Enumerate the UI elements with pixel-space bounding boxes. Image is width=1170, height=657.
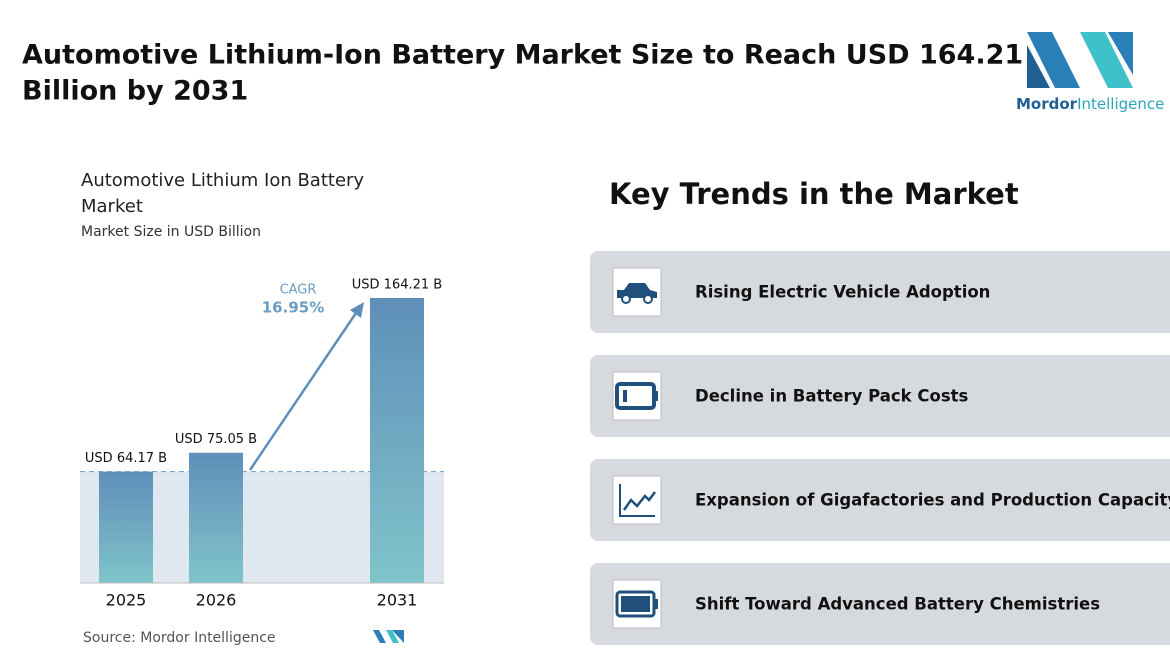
- trend-icon: [615, 590, 658, 618]
- trend-label: Shift Toward Advanced Battery Chemistrie…: [695, 595, 1100, 614]
- x-tick-label: 2025: [106, 591, 147, 610]
- trend-card: [590, 251, 1170, 333]
- bar: [99, 471, 153, 583]
- trend-icon: [615, 382, 658, 410]
- bar: [189, 452, 243, 583]
- x-tick-label: 2031: [377, 591, 418, 610]
- x-tick-label: 2026: [196, 591, 237, 610]
- icon: [654, 391, 658, 401]
- cagr-arrowhead: [350, 302, 364, 318]
- logo-text: MordorIntelligence: [1016, 95, 1164, 113]
- page-title: Automotive Lithium-Ion Battery Market Si…: [22, 40, 1023, 71]
- value-label: USD 75.05 B: [175, 432, 257, 447]
- cagr-label: CAGR: [280, 283, 317, 298]
- source: Source: Mordor Intelligence: [83, 630, 276, 646]
- icon: [623, 390, 627, 402]
- icon: [643, 294, 653, 304]
- chart-subtitle: Market Size in USD Billion: [81, 224, 261, 240]
- trend-label: Expansion of Gigafactories and Productio…: [695, 491, 1170, 510]
- icon: [621, 596, 650, 612]
- trend-label: Decline in Battery Pack Costs: [695, 387, 969, 406]
- cagr-arrow: [248, 309, 360, 471]
- trend-card: [590, 563, 1170, 645]
- icon: [621, 294, 631, 304]
- page-title: Billion by 2031: [22, 76, 248, 107]
- icon: [619, 484, 655, 517]
- value-label: USD 64.17 B: [85, 451, 167, 466]
- logo: MordorIntelligence: [1016, 32, 1164, 113]
- trends-title: Key Trends in the Market: [609, 177, 1019, 211]
- icon: [654, 599, 658, 609]
- cagr-value: 16.95%: [262, 299, 324, 317]
- bar: [370, 298, 424, 583]
- trend-card: [590, 459, 1170, 541]
- trend-icon: [617, 283, 657, 304]
- trend-label: Rising Electric Vehicle Adoption: [695, 283, 990, 302]
- value-label: USD 164.21 B: [352, 278, 442, 293]
- trend-icon: [619, 484, 656, 517]
- trend-icon-box: [612, 371, 662, 421]
- chart-title: Automotive Lithium Ion Battery: [81, 170, 364, 191]
- trend-card: [590, 355, 1170, 437]
- source-logo: [373, 630, 404, 643]
- chart-title: Market: [81, 196, 143, 217]
- icon: [622, 491, 656, 511]
